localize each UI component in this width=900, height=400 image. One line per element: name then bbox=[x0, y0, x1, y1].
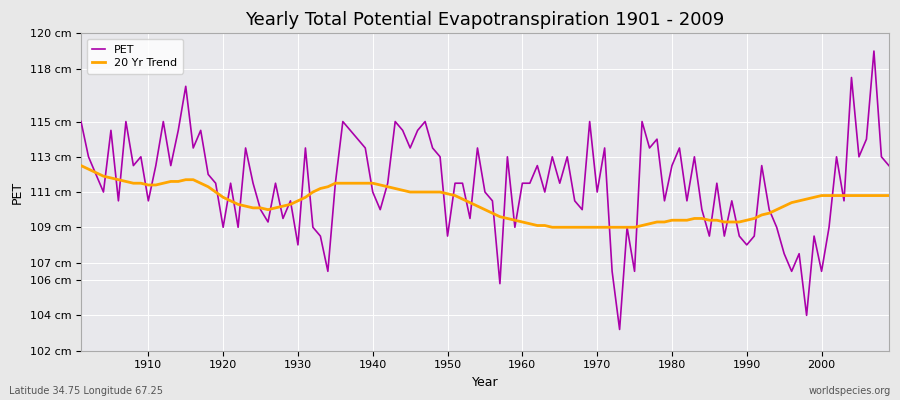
20 Yr Trend bbox=[136, 181, 147, 186]
PET bbox=[509, 225, 520, 230]
Text: Latitude 34.75 Longitude 67.25: Latitude 34.75 Longitude 67.25 bbox=[9, 386, 163, 396]
20 Yr Trend bbox=[345, 181, 356, 186]
PET bbox=[300, 146, 310, 150]
20 Yr Trend bbox=[614, 225, 625, 230]
20 Yr Trend bbox=[517, 220, 527, 224]
Title: Yearly Total Potential Evapotranspiration 1901 - 2009: Yearly Total Potential Evapotranspiratio… bbox=[246, 11, 724, 29]
20 Yr Trend bbox=[547, 225, 558, 230]
20 Yr Trend bbox=[300, 195, 310, 200]
20 Yr Trend bbox=[76, 163, 86, 168]
20 Yr Trend bbox=[509, 218, 520, 223]
PET bbox=[136, 154, 147, 159]
Legend: PET, 20 Yr Trend: PET, 20 Yr Trend bbox=[86, 39, 183, 74]
PET bbox=[517, 181, 527, 186]
Line: 20 Yr Trend: 20 Yr Trend bbox=[81, 166, 889, 227]
Text: worldspecies.org: worldspecies.org bbox=[809, 386, 891, 396]
X-axis label: Year: Year bbox=[472, 376, 499, 389]
Line: PET: PET bbox=[81, 51, 889, 330]
PET bbox=[868, 49, 879, 54]
PET bbox=[614, 327, 625, 332]
Y-axis label: PET: PET bbox=[11, 180, 24, 204]
20 Yr Trend bbox=[884, 193, 895, 198]
PET bbox=[345, 128, 356, 133]
PET bbox=[884, 163, 895, 168]
PET bbox=[607, 269, 617, 274]
PET bbox=[76, 119, 86, 124]
